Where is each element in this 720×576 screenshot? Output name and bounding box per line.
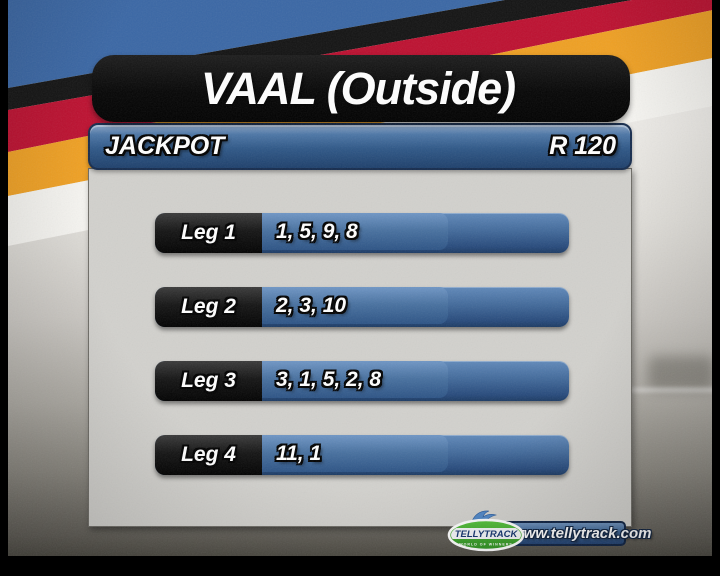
page-title: VAAL (Outside) — [200, 62, 516, 114]
leg-2-label-segment: Leg 2 — [155, 287, 262, 327]
tellytrack-logo: TELLYTRACK WORLD OF WINNERS — [447, 510, 525, 552]
background-structure — [648, 356, 714, 390]
leg-3-value-segment: 3, 1, 5, 2, 8 — [262, 361, 448, 398]
leg-4-label: Leg 4 — [181, 443, 236, 466]
leg-row-1: Leg 1 1, 5, 9, 8 — [155, 213, 569, 253]
screen-edge-right — [712, 0, 720, 576]
leg-2-label: Leg 2 — [181, 295, 236, 318]
jackpot-label: JACKPOT — [105, 132, 225, 160]
screen-edge-left — [0, 0, 8, 576]
leg-4-numbers: 11, 1 — [276, 441, 322, 465]
leg-2-numbers: 2, 3, 10 — [276, 293, 347, 317]
leg-4-label-segment: Leg 4 — [155, 435, 262, 475]
leg-1-label-segment: Leg 1 — [155, 213, 262, 253]
leg-3-numbers: 3, 1, 5, 2, 8 — [276, 367, 382, 391]
leg-4-value-segment: 11, 1 — [262, 435, 448, 472]
leg-row-4: Leg 4 11, 1 — [155, 435, 569, 475]
leg-1-numbers: 1, 5, 9, 8 — [276, 219, 358, 243]
title-card: VAAL (Outside) — [92, 55, 630, 122]
jackpot-amount: R 120 — [549, 132, 616, 160]
leg-3-label-segment: Leg 3 — [155, 361, 262, 401]
leg-row-3: Leg 3 3, 1, 5, 2, 8 — [155, 361, 569, 401]
leg-1-value-segment: 1, 5, 9, 8 — [262, 213, 448, 250]
leg-1-label: Leg 1 — [181, 221, 236, 244]
logo-name: TELLYTRACK — [455, 529, 519, 540]
leg-3-label: Leg 3 — [181, 369, 236, 392]
screen-edge-bottom — [0, 556, 720, 576]
leg-2-value-segment: 2, 3, 10 — [262, 287, 448, 324]
leg-row-2: Leg 2 2, 3, 10 — [155, 287, 569, 327]
website-url: www.tellytrack.com — [512, 525, 652, 542]
logo-tagline: WORLD OF WINNERS — [459, 543, 513, 547]
jackpot-bar: JACKPOT R 120 — [88, 123, 632, 170]
